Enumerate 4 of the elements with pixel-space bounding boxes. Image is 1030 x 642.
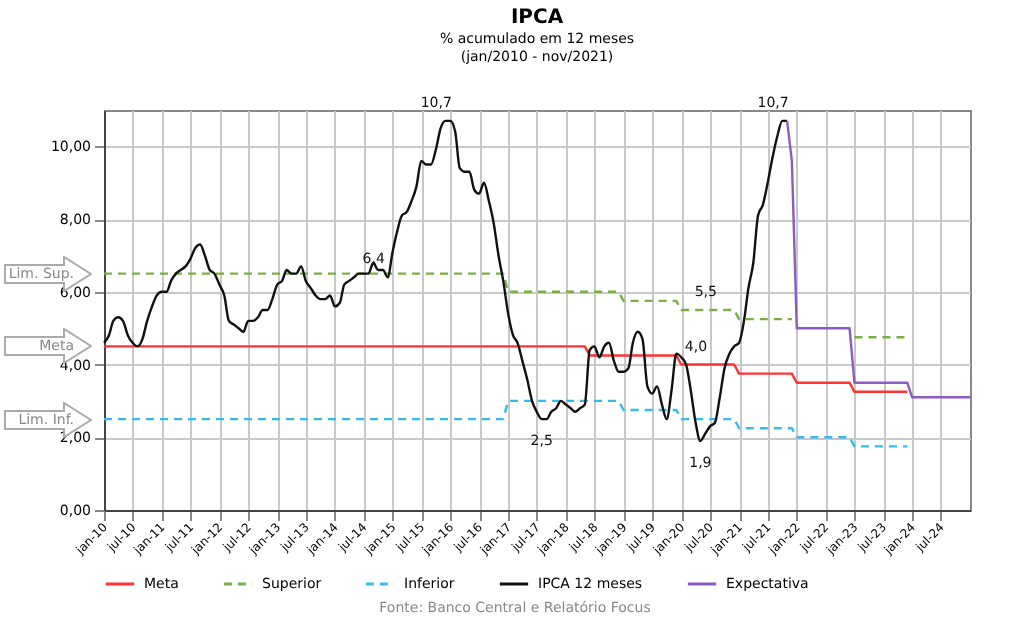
line-series <box>102 399 909 448</box>
chart-title: IPCA <box>510 6 564 29</box>
line-series <box>785 119 972 399</box>
line-series <box>102 119 789 443</box>
